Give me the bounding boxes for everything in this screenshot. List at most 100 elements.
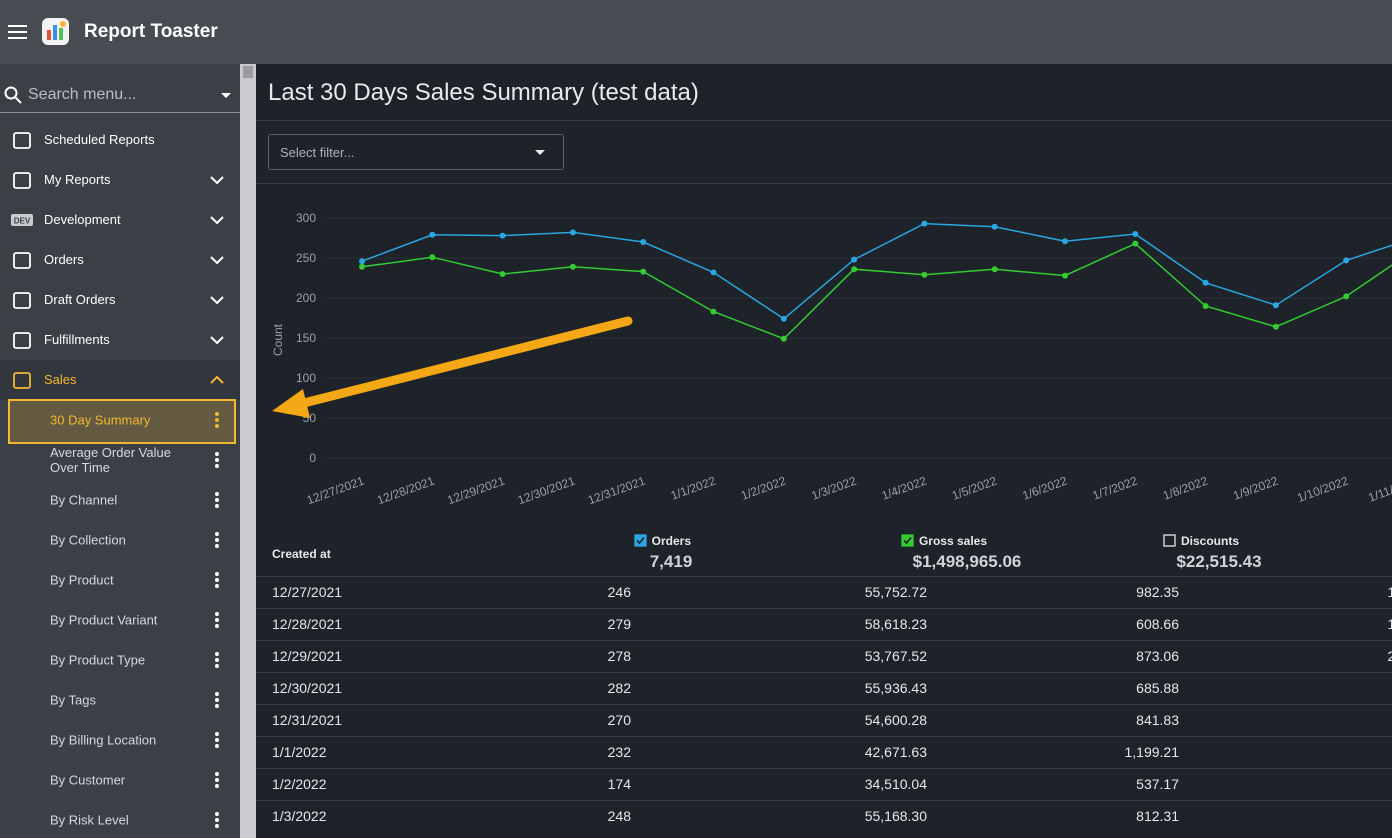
- more-button[interactable]: [214, 411, 220, 429]
- menu-item[interactable]: My Reports: [0, 160, 240, 200]
- x-tick-label: 1/10/2022: [1295, 474, 1350, 506]
- dot: [215, 624, 219, 628]
- data-point: [710, 269, 717, 276]
- table-cell: 1,2: [1387, 584, 1392, 600]
- dot: [215, 652, 219, 656]
- submenu-item[interactable]: By Risk Level: [0, 800, 240, 838]
- chevron: [210, 296, 224, 305]
- more-button[interactable]: [214, 771, 220, 789]
- dot: [215, 772, 219, 776]
- data-point: [1132, 240, 1139, 247]
- scrollbar[interactable]: [240, 64, 256, 838]
- y-tick-label: 300: [296, 211, 316, 225]
- data-point: [1062, 238, 1068, 245]
- table-cell: 278: [607, 648, 631, 664]
- table-cell: 174: [607, 776, 631, 792]
- submenu-item[interactable]: By Customer: [0, 760, 240, 800]
- table-cell: 12/30/2021: [272, 680, 343, 696]
- table-cell: 232: [607, 744, 631, 760]
- more-button[interactable]: [214, 651, 220, 669]
- table-cell: 1/2/2022: [272, 776, 327, 792]
- submenu-item[interactable]: 30 Day Summary: [0, 400, 240, 440]
- menu-item[interactable]: Orders: [0, 240, 240, 280]
- dot: [215, 504, 219, 508]
- dot: [215, 704, 219, 708]
- column-header[interactable]: Gross sales: [901, 534, 987, 548]
- menu-label: Sales: [44, 372, 77, 387]
- data-point: [569, 229, 576, 236]
- filter-select[interactable]: Select filter...: [268, 134, 564, 170]
- table-cell: 1/1/2022: [272, 744, 327, 760]
- column-checkbox[interactable]: [1163, 534, 1177, 548]
- page-title: Last 30 Days Sales Summary (test data): [268, 79, 699, 106]
- more-button[interactable]: [214, 691, 220, 709]
- dot: [215, 498, 219, 502]
- table-cell: 55,752.72: [864, 584, 927, 600]
- more-button[interactable]: [214, 731, 220, 749]
- submenu-item[interactable]: Average Order Value Over Time: [0, 440, 240, 480]
- more-button[interactable]: [214, 451, 220, 469]
- menu-icon: [13, 252, 31, 269]
- more-button[interactable]: [214, 811, 220, 829]
- more-button[interactable]: [214, 531, 220, 549]
- dot: [215, 458, 219, 462]
- submenu-item[interactable]: By Collection: [0, 520, 240, 560]
- menu-item[interactable]: DEV Development: [0, 200, 240, 240]
- checkbox-box: [901, 534, 914, 547]
- submenu-item[interactable]: By Product: [0, 560, 240, 600]
- submenu-item[interactable]: By Product Variant: [0, 600, 240, 640]
- scroll-arrow[interactable]: [243, 66, 253, 78]
- column-checkbox[interactable]: [901, 534, 915, 548]
- column-checkbox[interactable]: [633, 534, 648, 548]
- table-cell: 12/28/2021: [272, 616, 343, 632]
- x-tick-label: 12/28/2021: [375, 474, 437, 508]
- table-cell: 55,936.43: [864, 680, 927, 696]
- table-cell: 53,767.52: [864, 648, 927, 664]
- more-button[interactable]: [214, 611, 220, 629]
- submenu-label: By Channel: [50, 492, 118, 508]
- submenu-item[interactable]: By Product Type: [0, 640, 240, 680]
- menu-item[interactable]: Scheduled Reports: [0, 120, 240, 160]
- y-tick-label: 0: [309, 451, 316, 465]
- table-cell: 270: [607, 712, 631, 728]
- series-line: [361, 222, 1392, 320]
- checkmark: [903, 536, 912, 545]
- data-point: [921, 271, 928, 278]
- table-cell: 12/29/2021: [272, 648, 343, 664]
- checkbox-box: [633, 534, 647, 547]
- table-row: [256, 608, 1392, 641]
- dot: [215, 424, 219, 428]
- table-row: [256, 704, 1392, 737]
- menu-label: Orders: [44, 252, 84, 267]
- column-header[interactable]: Orders: [633, 534, 691, 548]
- menu-item[interactable]: Draft Orders: [0, 280, 240, 320]
- x-tick-label: 1/1/2022: [669, 474, 718, 503]
- data-point: [359, 258, 365, 265]
- submenu-label: By Product: [50, 572, 114, 588]
- table-cell: 1/3/2022: [272, 808, 327, 824]
- chevron: [210, 336, 224, 345]
- icon-shape: [13, 332, 31, 349]
- top-bar: Report Toaster: [0, 0, 1392, 64]
- more-button[interactable]: [214, 491, 220, 509]
- menu-item[interactable]: Fulfillments: [0, 320, 240, 360]
- more-button[interactable]: [214, 571, 220, 589]
- dot: [215, 658, 219, 662]
- y-tick-label: 100: [296, 371, 316, 385]
- chevron: [210, 256, 224, 265]
- submenu-label: By Customer: [50, 772, 126, 788]
- submenu-item[interactable]: By Billing Location: [0, 720, 240, 760]
- search-box[interactable]: Search menu...: [0, 64, 240, 113]
- menu-button[interactable]: [8, 22, 28, 42]
- icon-shape: [13, 252, 31, 269]
- column-header[interactable]: Discounts: [1163, 534, 1239, 548]
- chevron-path: [210, 256, 224, 265]
- menu-item[interactable]: Sales: [0, 360, 240, 400]
- dropdown-arrow: [221, 93, 231, 98]
- submenu-item[interactable]: By Tags: [0, 680, 240, 720]
- submenu-label: By Product Variant: [50, 612, 158, 628]
- column-label: Orders: [651, 534, 691, 548]
- y-tick-label: 50: [303, 411, 317, 425]
- chevron-path: [210, 375, 224, 384]
- submenu-item[interactable]: By Channel: [0, 480, 240, 520]
